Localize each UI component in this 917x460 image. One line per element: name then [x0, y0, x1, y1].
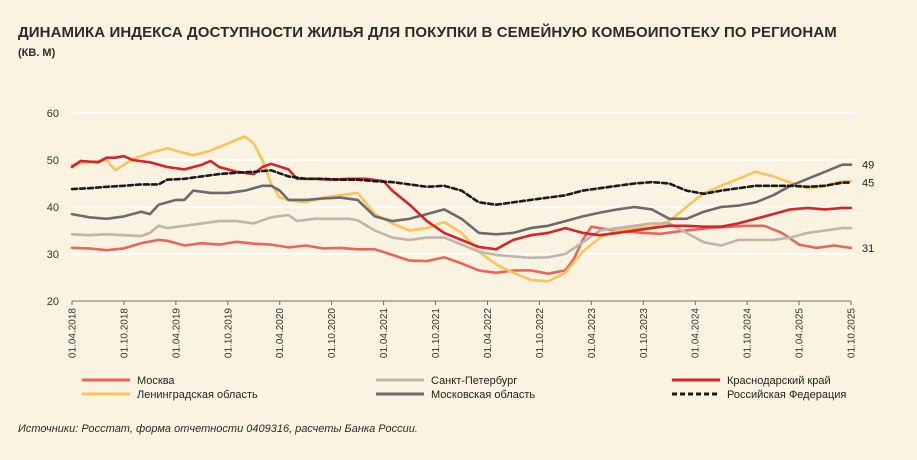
legend-label: Краснодарский край: [727, 375, 831, 387]
chart-subtitle: (КВ. М): [18, 47, 56, 59]
source-note: Источники: Росстат, форма отчетности 040…: [18, 423, 418, 435]
x-tick-label: 01.10.2021: [431, 308, 442, 358]
y-tick-label: 30: [47, 249, 59, 261]
x-tick-label: 01.10.2023: [639, 308, 650, 358]
x-tick-label: 01.10.2024: [743, 308, 754, 358]
series-lines: [70, 135, 853, 283]
end-label: 49: [862, 160, 874, 172]
x-tick-label: 01.04.2018: [68, 308, 79, 358]
series-line-Санкт-Петербург: [70, 213, 853, 260]
x-tick-label: 01.04.2022: [483, 308, 494, 358]
legend-label: Российская Федерация: [727, 389, 846, 401]
end-label: 31: [862, 243, 874, 255]
series-line-Ленинградская область: [70, 135, 853, 283]
x-tick-label: 01.10.2025: [847, 308, 858, 358]
legend-label: Ленинградская область: [137, 389, 258, 401]
x-tick-label: 01.10.2018: [119, 308, 130, 358]
x-tick-label: 01.10.2019: [223, 308, 234, 358]
series-line-Краснодарский край: [70, 154, 853, 251]
x-tick-label: 01.04.2024: [691, 308, 702, 358]
series-line-Московская область: [70, 163, 853, 236]
legend: Москва Ленинградская область Санкт-Петербу…: [82, 375, 846, 401]
chart-title: ДИНАМИКА ИНДЕКСА ДОСТУПНОСТИ ЖИЛЬЯ ДЛЯ П…: [18, 24, 837, 41]
x-tick-label: 01.10.2020: [327, 308, 338, 358]
x-tick-label: 01.04.2025: [795, 308, 806, 358]
x-tick-label: 01.04.2021: [379, 308, 390, 358]
x-tick-label: 01.04.2019: [171, 308, 182, 358]
x-tick-label: 01.04.2023: [587, 308, 598, 358]
end-labels: 49 45 31: [862, 160, 874, 255]
legend-label: Московская область: [431, 389, 535, 401]
end-label: 45: [862, 178, 874, 190]
y-tick-label: 20: [47, 296, 59, 308]
x-tick-label: 01.10.2022: [535, 308, 546, 358]
y-tick-label: 60: [47, 108, 59, 120]
y-tick-label: 50: [47, 155, 59, 167]
series-line-Российская Федерация: [70, 169, 853, 206]
y-tick-label: 40: [47, 202, 59, 214]
legend-label: Санкт-Петербург: [431, 375, 517, 387]
grid-lines: [72, 112, 855, 302]
legend-label: Москва: [137, 375, 175, 387]
x-axis-ticks: 01.04.2018 01.10.2018 01.04.2019 01.10.2019…: [68, 301, 858, 358]
x-tick-label: 01.04.2020: [275, 308, 286, 358]
y-axis-ticks: 20 30 40 50 60: [47, 108, 59, 308]
